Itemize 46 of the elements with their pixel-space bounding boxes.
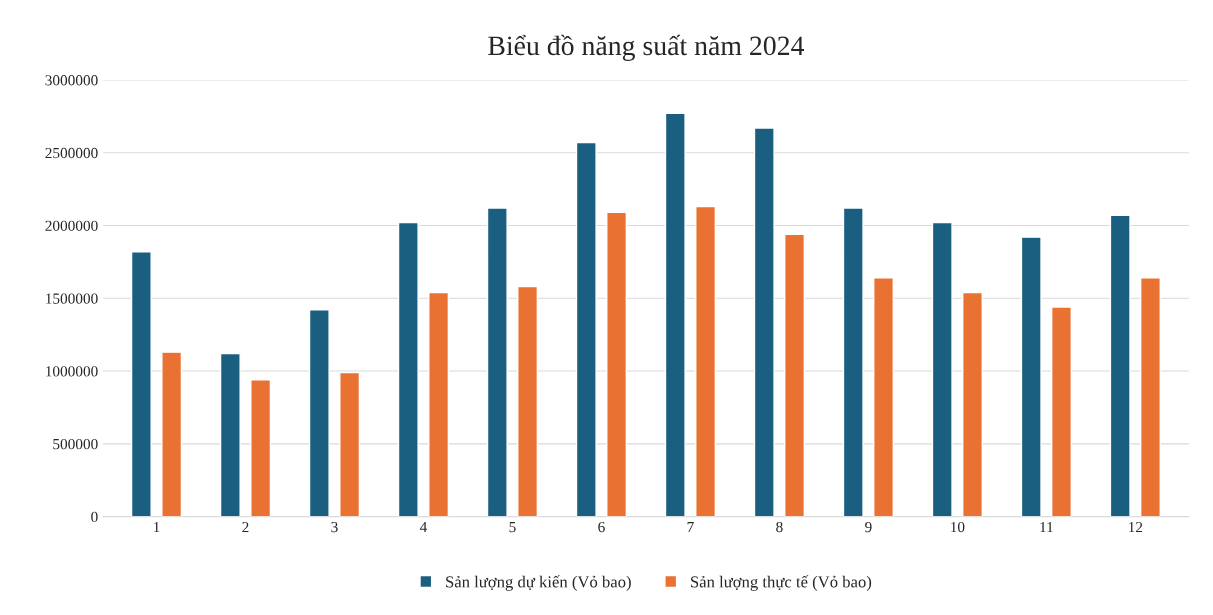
bar bbox=[397, 221, 419, 517]
bar bbox=[486, 207, 508, 517]
x-tick-label: 1 bbox=[154, 521, 160, 533]
bar bbox=[219, 352, 241, 517]
bar bbox=[753, 127, 775, 517]
y-tick-label: 0 bbox=[91, 511, 98, 523]
bar bbox=[308, 309, 330, 517]
x-tick-label: 7 bbox=[687, 522, 694, 533]
bar bbox=[1020, 236, 1042, 517]
y-tick-label: 2000000 bbox=[45, 220, 98, 231]
bar bbox=[250, 379, 272, 517]
x-tick-label: 6 bbox=[598, 521, 605, 533]
legend-label: Sản lượng thực tế (Vỏ bao) bbox=[691, 575, 872, 591]
bar bbox=[428, 291, 450, 517]
chart-title: Biểu đồ năng suất năm 2024 bbox=[488, 34, 805, 61]
bar bbox=[161, 351, 183, 517]
bar bbox=[695, 205, 717, 517]
x-tick-label: 2 bbox=[242, 521, 249, 533]
bar bbox=[606, 211, 628, 517]
bar bbox=[1051, 306, 1072, 517]
bar bbox=[784, 233, 806, 517]
bar bbox=[339, 371, 361, 517]
x-tick-label: 4 bbox=[419, 522, 428, 533]
y-tick-label: 1500000 bbox=[46, 293, 98, 304]
y-tick-label: 500000 bbox=[53, 438, 98, 450]
x-tick-label: 3 bbox=[331, 521, 338, 533]
bar bbox=[575, 141, 597, 517]
x-tick-label: 12 bbox=[1129, 521, 1143, 533]
bar bbox=[842, 207, 864, 517]
bar bbox=[130, 251, 152, 517]
bar bbox=[962, 291, 983, 517]
bar bbox=[1109, 214, 1131, 517]
legend-label: Sản lượng dự kiến (Vỏ bao) bbox=[446, 575, 631, 591]
x-tick-label: 9 bbox=[865, 521, 872, 533]
y-tick-label: 1000000 bbox=[46, 366, 98, 377]
x-tick-label: 11 bbox=[1040, 521, 1053, 533]
bar bbox=[1139, 277, 1161, 517]
y-tick-label: 3000000 bbox=[45, 75, 98, 86]
bar bbox=[873, 277, 894, 517]
y-tick-label: 2500000 bbox=[45, 147, 98, 159]
x-tick-label: 8 bbox=[776, 521, 783, 533]
bar bbox=[517, 285, 539, 517]
x-tick-label: 10 bbox=[951, 521, 965, 533]
x-tick-label: 5 bbox=[509, 522, 516, 533]
bar bbox=[664, 112, 686, 517]
bar bbox=[931, 221, 953, 517]
